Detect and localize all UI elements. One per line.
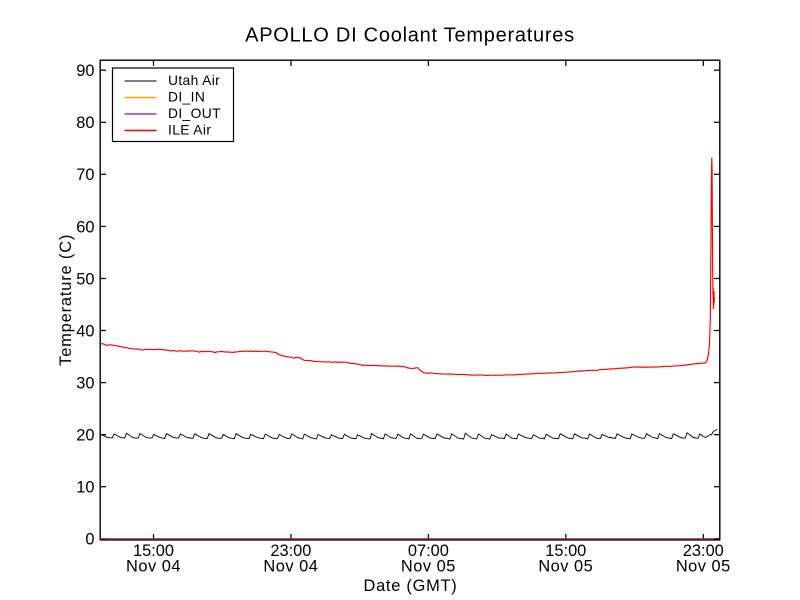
svg-text:Nov 05: Nov 05 bbox=[401, 558, 456, 576]
svg-text:Nov 04: Nov 04 bbox=[263, 558, 318, 576]
svg-text:60: 60 bbox=[76, 218, 94, 236]
svg-text:ILE Air: ILE Air bbox=[168, 122, 211, 137]
svg-text:50: 50 bbox=[76, 270, 94, 288]
svg-text:07:00: 07:00 bbox=[408, 542, 449, 560]
svg-text:90: 90 bbox=[76, 62, 94, 80]
svg-text:70: 70 bbox=[76, 166, 94, 184]
svg-text:Nov 05: Nov 05 bbox=[538, 558, 593, 576]
svg-text:15:00: 15:00 bbox=[133, 542, 174, 560]
svg-text:23:00: 23:00 bbox=[270, 542, 311, 560]
svg-text:0: 0 bbox=[85, 531, 94, 549]
svg-text:Date (GMT): Date (GMT) bbox=[363, 577, 457, 595]
svg-text:80: 80 bbox=[76, 114, 94, 132]
svg-text:20: 20 bbox=[76, 427, 94, 445]
svg-text:10: 10 bbox=[76, 479, 94, 497]
svg-text:Utah Air: Utah Air bbox=[168, 73, 220, 88]
svg-text:23:00: 23:00 bbox=[683, 542, 724, 560]
svg-text:DI_OUT: DI_OUT bbox=[168, 106, 221, 121]
svg-text:Nov 04: Nov 04 bbox=[126, 558, 181, 576]
svg-text:15:00: 15:00 bbox=[545, 542, 586, 560]
svg-text:Temperature (C): Temperature (C) bbox=[57, 234, 75, 366]
svg-text:DI_IN: DI_IN bbox=[168, 89, 205, 104]
svg-text:40: 40 bbox=[76, 322, 94, 340]
svg-text:Nov 05: Nov 05 bbox=[676, 558, 731, 576]
svg-text:APOLLO DI Coolant Temperatures: APOLLO DI Coolant Temperatures bbox=[245, 25, 575, 47]
svg-text:30: 30 bbox=[76, 375, 94, 393]
